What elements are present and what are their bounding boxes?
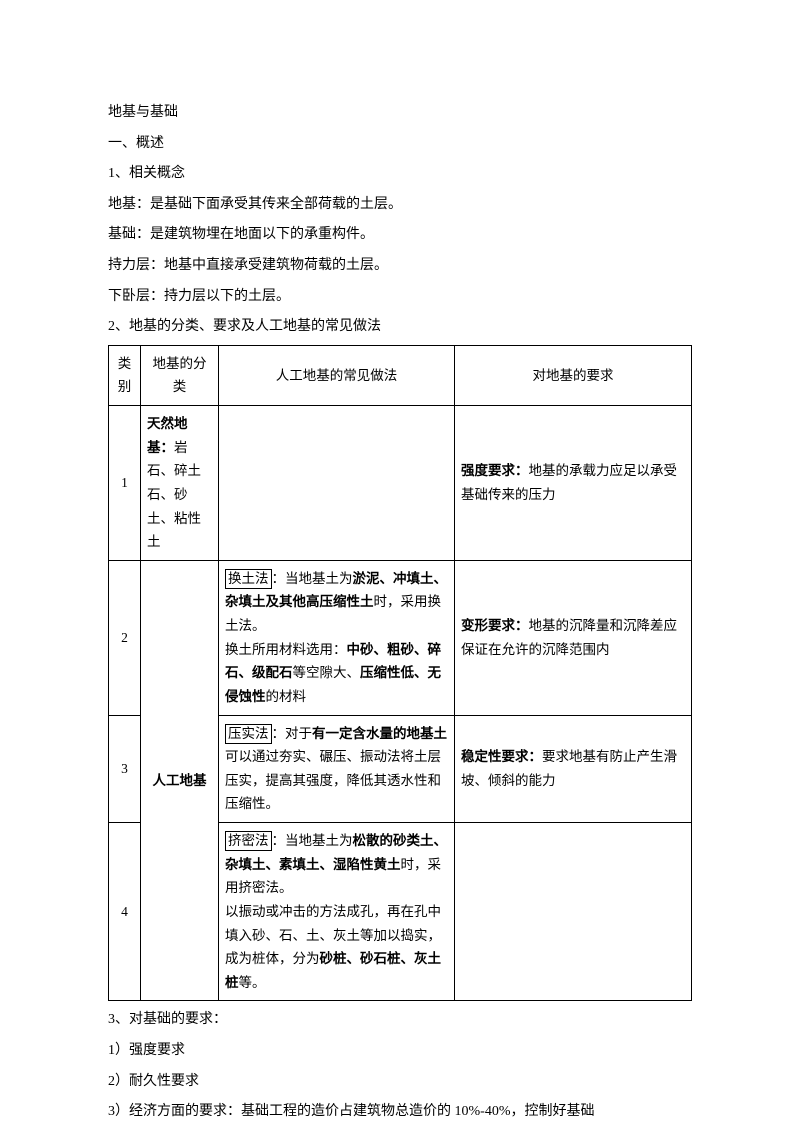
classification-table: 类别 地基的分类 人工地基的常见做法 对地基的要求 1 天然地基：岩石、碎土石、… xyxy=(108,345,692,1002)
doc-title: 地基与基础 xyxy=(108,100,692,127)
cell-method-huantu: 换土法：当地基土为淤泥、冲填土、杂填土及其他高压缩性土时，采用换土法。 换土所用… xyxy=(219,560,455,715)
cell-req: 稳定性要求：要求地基有防止产生滑坡、倾斜的能力 xyxy=(455,715,692,823)
subsection-3: 3、对基础的要求： xyxy=(108,1007,692,1034)
method-box: 挤密法 xyxy=(225,831,272,851)
cell-idx: 1 xyxy=(109,406,141,561)
table-header-row: 类别 地基的分类 人工地基的常见做法 对地基的要求 xyxy=(109,345,692,405)
subsection-2: 2、地基的分类、要求及人工地基的常见做法 xyxy=(108,314,692,341)
th-category: 类别 xyxy=(109,345,141,405)
text: ：对于 xyxy=(272,726,313,741)
req-2: 2）耐久性要求 xyxy=(108,1069,692,1096)
method-box: 压实法 xyxy=(225,724,272,744)
text: ：当地基土为 xyxy=(272,833,353,848)
text: 可以通过夯实、碾压、振动法将土层压实，提高其强度，降低其透水性和压缩性。 xyxy=(225,749,441,811)
cell-method-jimi: 挤密法：当地基土为松散的砂类土、杂填土、素填土、湿陷性黄土时，采用挤密法。 以振… xyxy=(219,823,455,1001)
cell-idx: 4 xyxy=(109,823,141,1001)
cell-method-empty xyxy=(219,406,455,561)
cell-req: 变形要求：地基的沉降量和沉降差应保证在允许的沉降范围内 xyxy=(455,560,692,715)
cell-req-empty xyxy=(455,823,692,1001)
text: 岩石、碎土石、砂土、粘性土 xyxy=(147,440,201,550)
th-method: 人工地基的常见做法 xyxy=(219,345,455,405)
bold-text: 稳定性要求： xyxy=(461,749,542,764)
table-row: 2 人工地基 换土法：当地基土为淤泥、冲填土、杂填土及其他高压缩性土时，采用换土… xyxy=(109,560,692,715)
def-jichu: 基础：是建筑物埋在地面以下的承重构件。 xyxy=(108,222,692,249)
text: 换土所用材料选用： xyxy=(225,642,347,657)
text: 的材料 xyxy=(266,689,307,704)
section-heading: 一、概述 xyxy=(108,131,692,158)
text: 等。 xyxy=(239,975,266,990)
text: 等空隙大、 xyxy=(293,665,361,680)
cell-idx: 2 xyxy=(109,560,141,715)
def-xiawo: 下卧层：持力层以下的土层。 xyxy=(108,284,692,311)
def-chili: 持力层：地基中直接承受建筑物荷载的土层。 xyxy=(108,253,692,280)
th-classification: 地基的分类 xyxy=(141,345,219,405)
method-box: 换土法 xyxy=(225,569,272,589)
bold-text: 变形要求： xyxy=(461,618,529,633)
bold-text: 强度要求： xyxy=(461,463,529,478)
cell-method-yashi: 压实法：对于有一定含水量的地基土 可以通过夯实、碾压、振动法将土层压实，提高其强… xyxy=(219,715,455,823)
bold-text: 人工地基 xyxy=(153,773,207,788)
text: ：当地基土为 xyxy=(272,571,353,586)
req-3: 3）经济方面的要求：基础工程的造价占建筑物总造价的 10%-40%，控制好基础 xyxy=(108,1099,692,1126)
subsection-1: 1、相关概念 xyxy=(108,161,692,188)
cell-cat-artificial: 人工地基 xyxy=(141,560,219,1001)
def-diji: 地基：是基础下面承受其传来全部荷载的土层。 xyxy=(108,192,692,219)
cell-cat-natural: 天然地基：岩石、碎土石、砂土、粘性土 xyxy=(141,406,219,561)
table-row: 1 天然地基：岩石、碎土石、砂土、粘性土 强度要求：地基的承载力应足以承受基础传… xyxy=(109,406,692,561)
req-1: 1）强度要求 xyxy=(108,1038,692,1065)
cell-idx: 3 xyxy=(109,715,141,823)
cell-req: 强度要求：地基的承载力应足以承受基础传来的压力 xyxy=(455,406,692,561)
bold-text: 有一定含水量的地基土 xyxy=(312,726,447,741)
th-requirement: 对地基的要求 xyxy=(455,345,692,405)
